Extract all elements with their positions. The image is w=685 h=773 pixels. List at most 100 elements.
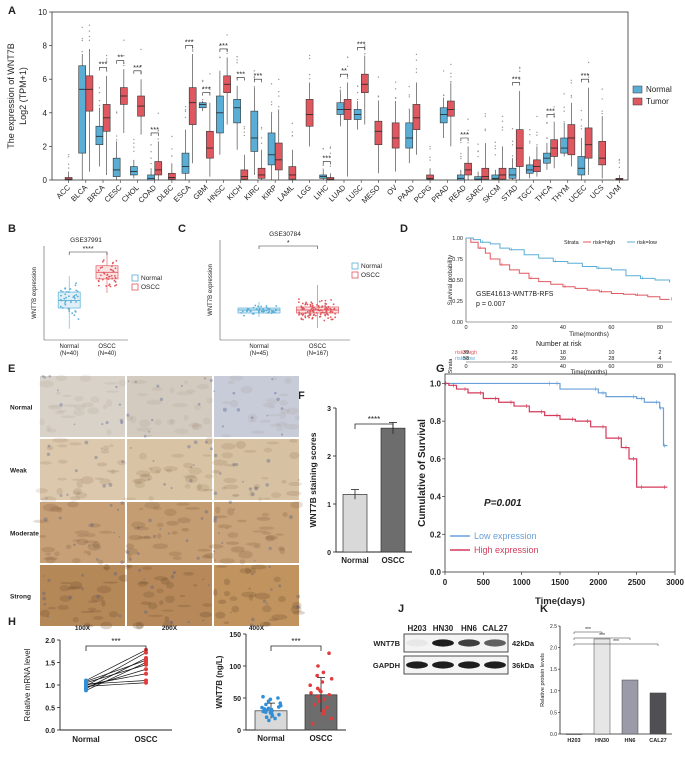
outlier-point [67, 156, 70, 158]
data-point [67, 295, 70, 298]
legend-swatch [632, 85, 643, 94]
normal-point [277, 712, 281, 717]
box-luad [336, 102, 345, 115]
nucleus [120, 560, 124, 565]
tissue-texture [249, 567, 256, 575]
tile-background [127, 565, 212, 626]
outlier-point [81, 39, 83, 42]
nucleus [266, 458, 271, 463]
data-point [327, 317, 330, 320]
outlier-point [467, 132, 469, 135]
outlier-point [501, 120, 504, 123]
outlier-point [88, 35, 91, 38]
tissue-texture [35, 488, 48, 494]
outlier-point [339, 91, 342, 93]
outlier-point [157, 130, 159, 132]
y-axis-sublabel: Log2 (TPM+1) [18, 67, 28, 125]
tissue-texture [188, 422, 203, 428]
data-point [324, 302, 327, 305]
outlier-point [184, 116, 187, 119]
risk-value: 39 [463, 350, 469, 356]
tissue-texture [249, 490, 254, 497]
outlier-point [171, 155, 173, 157]
tissue-texture [183, 462, 194, 469]
oscc-point [320, 680, 325, 684]
panel-a-chart: 0 2 4 6 8 10 The expression of WNT7B Log2 (TPM+… [6, 8, 672, 205]
data-point [267, 311, 270, 314]
tissue-texture [138, 507, 144, 511]
data-point [115, 259, 118, 262]
data-point [309, 314, 311, 317]
tissue-texture [74, 530, 90, 535]
data-point [316, 304, 318, 306]
data-point [114, 284, 116, 287]
tissue-texture [83, 540, 98, 544]
tissue-texture [252, 530, 268, 533]
blot-strip [403, 655, 509, 675]
sig-label: *** [585, 627, 591, 633]
outlier-point [291, 122, 294, 125]
data-point [106, 274, 109, 277]
data-point [318, 315, 321, 318]
nucleus [202, 619, 205, 622]
nucleus [180, 384, 183, 387]
tissue-texture [263, 621, 270, 627]
y-tick-label: 0.5 [550, 710, 557, 716]
outlier-point [184, 110, 187, 113]
outlier-point [519, 66, 521, 68]
outlier-point [209, 87, 211, 89]
tissue-texture [273, 576, 281, 583]
micrograph-tile [125, 376, 214, 438]
tissue-texture [128, 534, 143, 541]
outlier-point [209, 73, 211, 75]
tissue-texture [183, 474, 197, 479]
data-point [260, 305, 263, 308]
legend-swatch [131, 283, 139, 291]
outlier-point [570, 96, 573, 98]
tissue-texture [146, 399, 162, 405]
data-point [252, 312, 255, 315]
data-point [319, 313, 322, 316]
tissue-texture [279, 547, 286, 555]
tile-background [214, 439, 299, 500]
nucleus [68, 595, 73, 600]
tissue-texture [279, 400, 289, 406]
outlier-point [587, 76, 590, 78]
x-tick-label: MESO [360, 183, 382, 205]
x-tick-label: HN6 [624, 738, 635, 744]
data-point [323, 319, 326, 322]
outlier-point [587, 81, 590, 83]
outlier-point [529, 133, 531, 136]
tissue-texture [109, 444, 114, 448]
data-point [113, 279, 116, 282]
data-point [112, 269, 115, 272]
tissue-texture [281, 480, 287, 484]
outlier-point [415, 53, 418, 56]
box-ucs [598, 141, 606, 166]
tissue-texture [183, 414, 189, 421]
outlier-point [308, 57, 311, 60]
tile-background [40, 565, 125, 626]
outlier-point [202, 79, 204, 82]
nucleus [265, 483, 269, 487]
tissue-texture [172, 402, 188, 408]
risk-table-title: Number at risk [536, 341, 582, 348]
nucleus [251, 573, 254, 576]
outlier-point [133, 138, 135, 141]
normal-point [264, 702, 268, 707]
tissue-texture [168, 551, 182, 557]
lane-label: CAL27 [482, 624, 508, 633]
tissue-texture [159, 600, 164, 605]
panel-letter-h: H [8, 616, 16, 628]
nucleus [213, 390, 215, 393]
data-point [304, 316, 307, 319]
nucleus [136, 552, 140, 556]
tissue-texture [139, 473, 151, 478]
x-tick-label: READ [447, 183, 469, 205]
outlier-point [601, 88, 603, 90]
nucleus [105, 421, 109, 425]
tissue-texture [218, 599, 227, 605]
sig-label: *** [357, 39, 366, 48]
data-point [114, 276, 117, 279]
tissue-texture [55, 391, 61, 395]
